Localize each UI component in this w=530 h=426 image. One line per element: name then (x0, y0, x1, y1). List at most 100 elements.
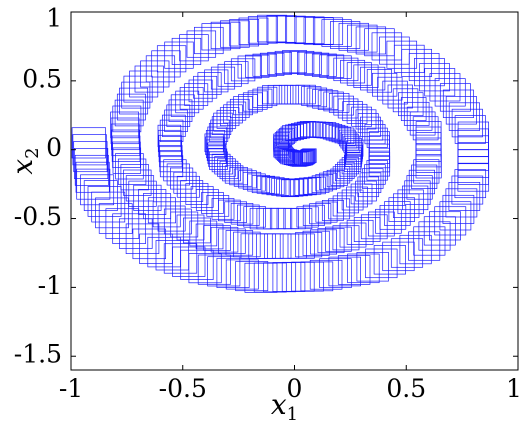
data-box (173, 171, 197, 194)
data-box (413, 159, 440, 184)
data-box (163, 208, 192, 235)
data-box (347, 24, 378, 53)
data-box (377, 76, 403, 101)
data-box (281, 179, 300, 198)
data-box (404, 180, 431, 205)
data-box (166, 104, 191, 127)
data-box (285, 16, 316, 44)
data-box (217, 63, 242, 87)
data-box (332, 225, 360, 251)
data-box (216, 257, 250, 288)
data-box (347, 253, 380, 284)
data-box (315, 201, 338, 223)
data-box (364, 124, 386, 145)
data-box (299, 121, 316, 138)
data-box (145, 55, 176, 83)
data-box (346, 103, 368, 124)
data-box (180, 249, 214, 280)
data-box (451, 175, 484, 205)
data-box (185, 183, 209, 205)
data-box (371, 32, 403, 61)
data-box (339, 159, 357, 177)
data-box (451, 108, 483, 138)
x-axis-label-sub: 1 (287, 404, 298, 425)
data-box (129, 70, 159, 98)
data-box (237, 204, 260, 226)
data-box (207, 256, 241, 287)
data-box (120, 164, 149, 191)
data-box (247, 173, 266, 192)
data-box (454, 169, 487, 199)
data-box (301, 86, 322, 106)
data-box (403, 101, 430, 126)
y-tick-labels: -1.5 -1 -0.5 0 0.5 1 (14, 4, 62, 369)
data-box (295, 232, 323, 258)
data-box (362, 120, 384, 141)
data-box (289, 50, 315, 75)
data-box (209, 151, 228, 170)
data-box (163, 159, 187, 182)
data-box (445, 96, 477, 125)
data-box (279, 147, 295, 164)
data-box (448, 182, 481, 211)
data-box (330, 21, 361, 49)
data-box (339, 129, 356, 147)
data-box (171, 37, 202, 65)
y-axis-label: x2 (6, 147, 43, 174)
data-box (282, 50, 307, 74)
data-box (152, 201, 181, 228)
data-box (159, 119, 184, 142)
data-box (328, 93, 350, 113)
data-box (397, 189, 424, 215)
data-box (332, 166, 351, 184)
data-box (73, 141, 108, 173)
data-box (274, 50, 300, 74)
data-box (341, 189, 364, 211)
data-box (210, 21, 241, 50)
data-box (412, 116, 439, 141)
data-box (207, 145, 227, 164)
data-box (442, 89, 474, 118)
x-tick-label: 1 (506, 374, 522, 403)
data-box (351, 106, 372, 127)
data-box (325, 124, 343, 141)
data-box (311, 53, 337, 77)
data-box (328, 256, 361, 287)
data-box (91, 191, 126, 223)
data-box (360, 214, 388, 240)
data-box (457, 121, 489, 151)
data-box (368, 131, 390, 152)
data-box (448, 102, 480, 131)
data-box (299, 150, 314, 165)
data-box (325, 226, 352, 252)
data-box (304, 52, 330, 76)
data-box (208, 123, 229, 142)
data-box (406, 175, 433, 200)
data-box (245, 54, 270, 78)
data-box (355, 180, 377, 202)
data-box (168, 99, 193, 122)
data-box (147, 197, 176, 224)
data-box (162, 114, 186, 137)
data-box (194, 26, 224, 55)
data-box (415, 121, 442, 146)
data-box (302, 204, 325, 226)
x-tick-labels: -1 -0.5 0 0.5 1 (59, 374, 522, 403)
data-box (290, 178, 308, 197)
data-box (409, 111, 436, 136)
data-box (302, 148, 317, 163)
data-box (204, 69, 229, 93)
data-box (344, 137, 362, 155)
data-box (123, 169, 152, 196)
data-box (267, 51, 292, 75)
data-box (434, 78, 466, 107)
data-box (330, 168, 348, 186)
data-box (343, 135, 361, 153)
data-box (399, 234, 432, 265)
data-box (297, 51, 322, 75)
x-tick-label: 0 (287, 374, 303, 403)
data-box (338, 22, 369, 51)
data-box (414, 58, 445, 87)
data-box (429, 211, 461, 241)
